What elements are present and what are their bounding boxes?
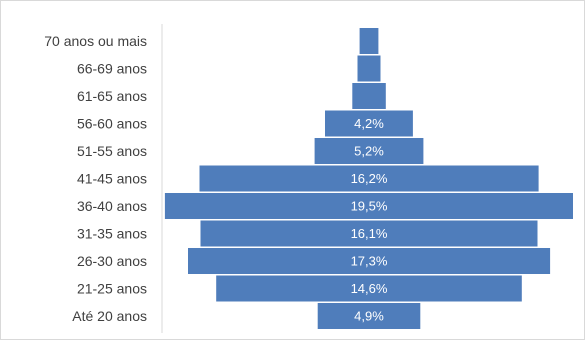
- bar-1: [357, 55, 381, 82]
- value-label-6: 19,5%: [351, 199, 388, 214]
- value-label-4: 5,2%: [354, 144, 384, 159]
- category-label-group: 70 anos ou mais 66-69 anos 61-65 anos 56-60…: [44, 33, 147, 324]
- value-label-7: 16,1%: [351, 226, 388, 241]
- bar-7: [200, 220, 538, 247]
- category-label-2: 61-65 anos: [77, 88, 147, 104]
- category-label-10: Até 20 anos: [72, 308, 147, 324]
- bar-6: [164, 193, 573, 219]
- bar-8: [188, 248, 551, 274]
- bar-3: [325, 110, 413, 137]
- bar-9: [216, 275, 522, 302]
- category-label-6: 36-40 anos: [77, 198, 147, 214]
- category-label-4: 51-55 anos: [77, 143, 147, 159]
- value-label-group: 4,2% 5,2% 16,2% 19,5% 16,1% 17,3% 14,6% 4,9%: [351, 116, 388, 324]
- value-label-3: 4,2%: [354, 116, 384, 131]
- category-label-7: 31-35 anos: [77, 226, 147, 242]
- category-label-3: 56-60 anos: [77, 116, 147, 132]
- value-label-10: 4,9%: [354, 309, 384, 324]
- value-label-5: 16,2%: [351, 171, 388, 186]
- bar-group: [164, 28, 573, 329]
- bar-5: [199, 165, 539, 192]
- category-label-0: 70 anos ou mais: [44, 33, 147, 49]
- category-label-5: 41-45 anos: [77, 171, 147, 187]
- bar-0: [359, 28, 379, 54]
- category-label-1: 66-69 anos: [77, 61, 147, 77]
- value-label-8: 17,3%: [351, 254, 388, 269]
- category-label-9: 21-25 anos: [77, 281, 147, 297]
- bar-2: [352, 83, 386, 109]
- value-label-9: 14,6%: [351, 281, 388, 296]
- category-label-8: 26-30 anos: [77, 253, 147, 269]
- bar-4: [314, 138, 424, 164]
- bar-10: [317, 303, 421, 329]
